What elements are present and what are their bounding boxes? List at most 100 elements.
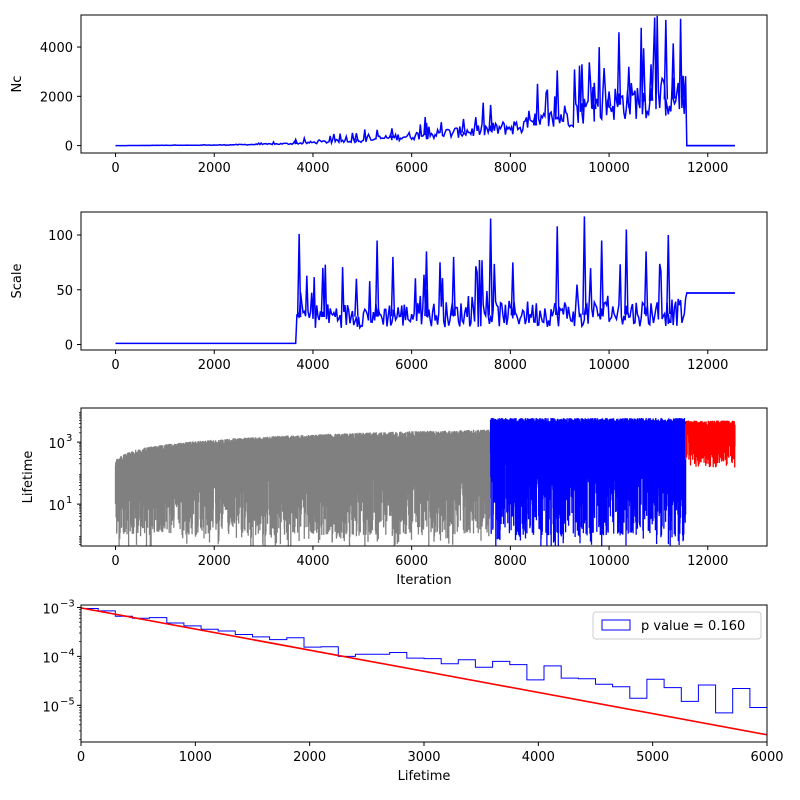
scale-panel: 0 2000 4000 6000 8000 10000 12000 0 50 100 Scale: [10, 211, 768, 373]
x-axis-label: Lifetime: [398, 769, 451, 784]
y-tick-label: 4000: [40, 41, 73, 56]
spike-mark: [354, 133, 359, 141]
x-tick-label: 10000: [588, 554, 629, 569]
x-tick-label: 8000: [494, 358, 527, 373]
spike-mark: [488, 218, 493, 316]
x-tick-label: 6000: [395, 554, 428, 569]
y-tick-label: 10: [48, 437, 65, 452]
spike-mark: [648, 64, 654, 101]
x-tick-label: 2000: [198, 161, 231, 176]
spike-mark: [532, 113, 538, 126]
x-tick-label: 0: [111, 554, 119, 569]
lifetime-series-0: [114, 429, 492, 546]
y-axis-label: Scale: [10, 264, 25, 299]
spike-mark: [451, 256, 456, 316]
x-tick-label: 0: [111, 358, 119, 373]
spike-mark: [582, 216, 587, 315]
x-tick-label: 10000: [588, 358, 629, 373]
legend-swatch: [601, 619, 631, 631]
spike-mark: [606, 91, 612, 107]
x-tick-label: 1000: [179, 750, 212, 765]
x-tick-label: 5000: [636, 750, 669, 765]
spike-mark: [555, 70, 560, 120]
nc-panel: 0 2000 4000 6000 8000 10000 12000 0 2000 4000 Nc: [10, 14, 768, 176]
x-tick-label: 0: [111, 161, 119, 176]
x-tick-label: 3000: [407, 750, 440, 765]
y-tick-label: 10: [42, 651, 59, 666]
spike-mark: [354, 278, 359, 317]
x-tick-label: 8000: [494, 554, 527, 569]
x-tick-label: 8000: [494, 161, 527, 176]
y-tick-label: 100: [48, 229, 73, 244]
spike-mark: [592, 82, 597, 110]
spike-mark: [510, 262, 516, 316]
spike-mark: [320, 267, 326, 317]
axes-2-frame: [80, 407, 768, 547]
spike-mark: [666, 234, 671, 315]
x-tick-label: 10000: [588, 161, 629, 176]
data-line: [115, 15, 735, 147]
y-tick-exponent: 1: [66, 495, 72, 506]
spike-mark: [616, 32, 622, 105]
y-tick-label: 10: [42, 700, 59, 715]
y-tick-exponent: −3: [60, 598, 75, 609]
y-tick-exponent: 3: [66, 433, 72, 444]
y-tick-label: 2000: [40, 90, 73, 105]
x-tick-label: 4000: [296, 161, 329, 176]
y-tick-exponent: −5: [60, 696, 75, 707]
histogram-area: [81, 607, 767, 742]
legend-box: [592, 611, 762, 640]
axes-0-frame: [80, 14, 768, 154]
x-tick-label: 4000: [296, 358, 329, 373]
y-tick-exponent: −4: [60, 647, 75, 658]
lifetime-series-2: [684, 420, 736, 468]
x-tick-label: 6000: [395, 161, 428, 176]
spike-mark: [424, 122, 429, 136]
spike-mark: [424, 251, 429, 317]
spike-mark: [374, 240, 380, 317]
spike-mark: [555, 226, 560, 315]
lifetime-series-1: [489, 418, 687, 546]
x-tick-label: 4000: [296, 554, 329, 569]
spike-mark: [641, 48, 646, 102]
legend-label: p value = 0.160: [641, 619, 745, 634]
legend: p value = 0.160: [592, 611, 762, 640]
spike-mark: [626, 66, 632, 104]
y-axis-label: Lifetime: [21, 451, 36, 504]
y-tick-label: 10: [48, 499, 65, 514]
fit-line: [81, 607, 767, 736]
spike-mark: [461, 118, 466, 133]
x-tick-label: 2000: [198, 554, 231, 569]
spike-mark: [296, 233, 302, 318]
spike-mark: [624, 229, 629, 315]
spike-mark: [670, 43, 676, 99]
lifetime-traces: [114, 418, 736, 546]
spike-mark: [488, 104, 493, 131]
spike-mark: [599, 240, 604, 315]
y-axis-label: Nc: [10, 76, 25, 93]
x-tick-label: 12000: [687, 554, 728, 569]
x-tick-label: 4000: [522, 750, 555, 765]
axes-1-frame: [80, 211, 768, 351]
spike-mark: [293, 137, 298, 144]
histogram-steps: [81, 608, 767, 742]
spike-mark: [389, 128, 395, 138]
y-tick-label: 10: [42, 602, 59, 617]
spike-mark: [643, 251, 649, 315]
x-tick-label: 12000: [687, 358, 728, 373]
x-tick-label: 2000: [198, 358, 231, 373]
data-line: [115, 259, 735, 345]
spike-mark: [579, 64, 585, 112]
x-tick-label: 2000: [293, 750, 326, 765]
spike-mark: [680, 76, 686, 98]
y-tick-label: 50: [56, 284, 73, 299]
y-tick-label: 0: [65, 140, 73, 155]
x-tick-label: 6000: [750, 750, 783, 765]
x-axis-label: Iteration: [396, 573, 451, 588]
x-tick-label: 12000: [687, 161, 728, 176]
spike-mark: [663, 19, 669, 100]
x-tick-label: 0: [77, 750, 85, 765]
